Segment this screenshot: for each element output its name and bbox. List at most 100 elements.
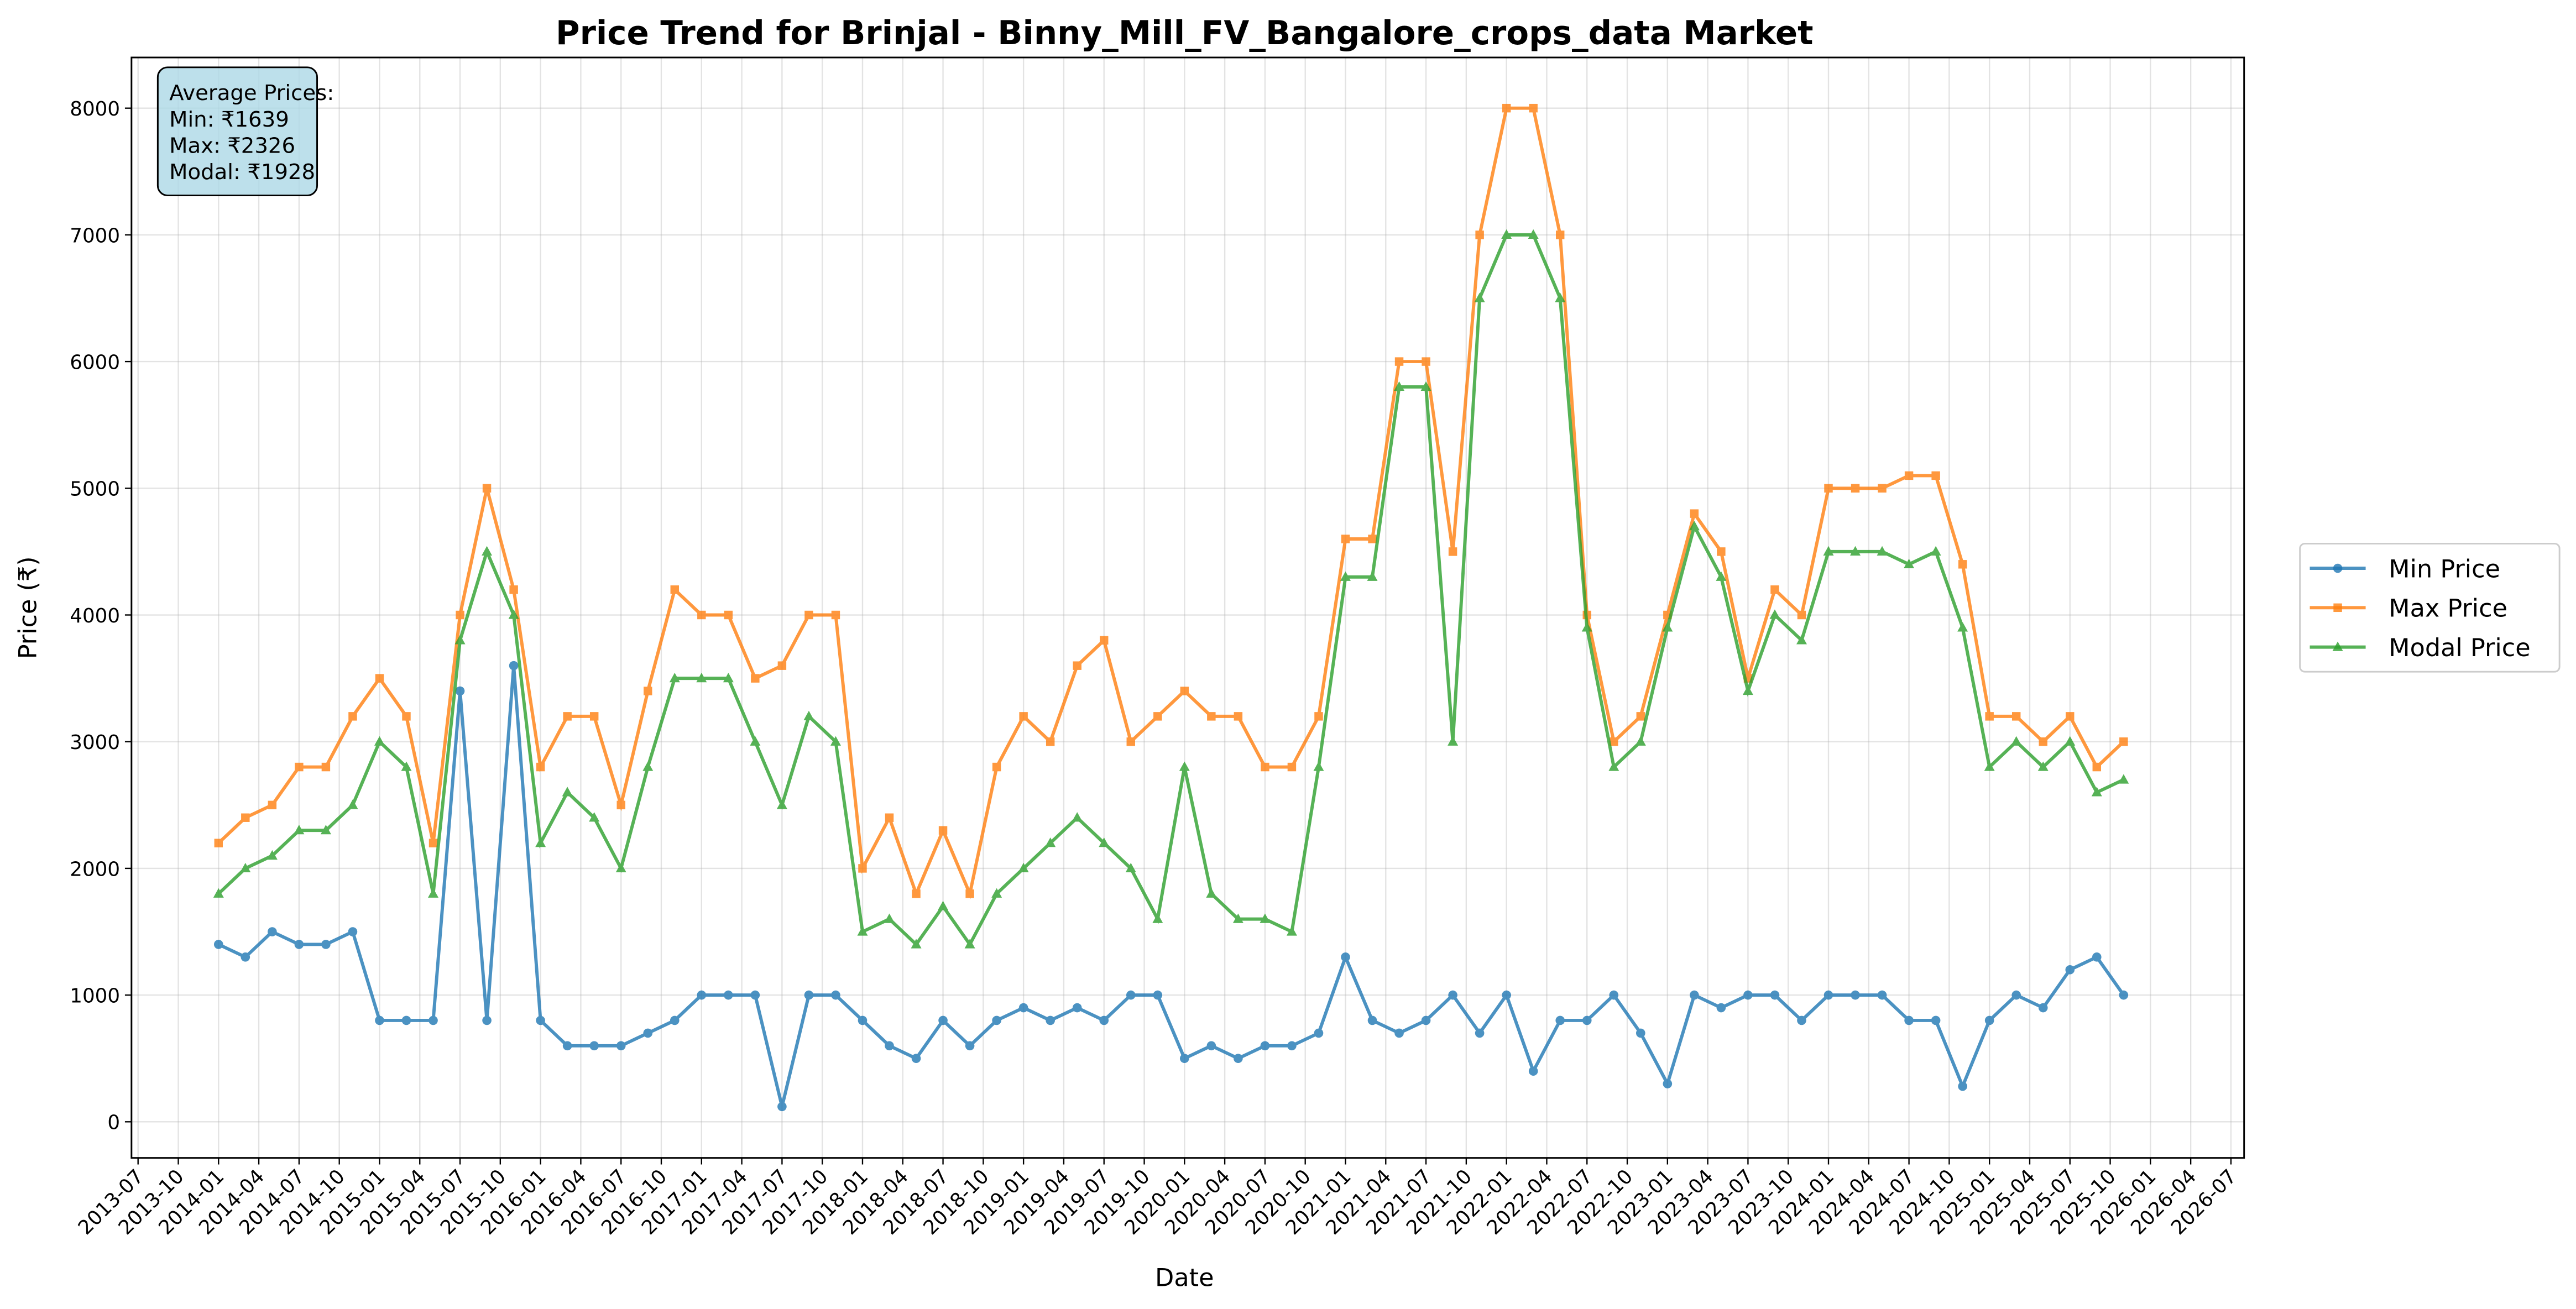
marker bbox=[776, 799, 787, 809]
y-tick-label: 5000 bbox=[70, 478, 120, 501]
marker bbox=[1314, 1028, 1324, 1038]
marker bbox=[2038, 1003, 2048, 1013]
marker bbox=[1904, 1015, 1914, 1025]
marker bbox=[1422, 357, 1430, 366]
marker bbox=[2037, 761, 2049, 771]
marker bbox=[1636, 712, 1645, 721]
marker bbox=[911, 1054, 921, 1064]
y-tick-label: 8000 bbox=[70, 98, 120, 121]
marker bbox=[2092, 952, 2102, 962]
marker bbox=[1823, 990, 1833, 1000]
marker bbox=[2066, 712, 2075, 721]
marker bbox=[777, 661, 787, 670]
marker bbox=[1824, 484, 1833, 493]
marker bbox=[1474, 292, 1485, 302]
marker bbox=[1368, 535, 1377, 543]
marker bbox=[589, 812, 600, 822]
marker bbox=[1234, 712, 1243, 721]
marker bbox=[1878, 484, 1887, 493]
marker bbox=[1475, 231, 1484, 239]
marker bbox=[535, 837, 546, 847]
marker bbox=[2011, 712, 2021, 721]
marker bbox=[1904, 558, 1915, 568]
marker bbox=[1153, 712, 1162, 721]
marker bbox=[374, 736, 385, 746]
marker bbox=[1984, 1015, 1994, 1025]
marker bbox=[509, 585, 518, 594]
marker bbox=[1635, 736, 1646, 746]
marker bbox=[1179, 1054, 1189, 1064]
marker bbox=[1153, 990, 1163, 1000]
marker bbox=[1502, 103, 1511, 113]
marker bbox=[777, 1102, 787, 1112]
marker bbox=[670, 1015, 680, 1025]
marker bbox=[482, 484, 492, 493]
marker bbox=[482, 1015, 492, 1025]
marker bbox=[750, 990, 760, 1000]
marker bbox=[1957, 622, 1968, 632]
legend-label: Max Price bbox=[2389, 594, 2507, 623]
marker bbox=[268, 800, 277, 810]
marker bbox=[964, 939, 975, 949]
marker bbox=[885, 1041, 894, 1051]
marker bbox=[348, 712, 357, 721]
marker bbox=[911, 939, 922, 949]
marker bbox=[320, 825, 331, 835]
marker bbox=[2119, 737, 2128, 746]
marker bbox=[1287, 1041, 1297, 1051]
marker bbox=[1796, 635, 1807, 645]
marker bbox=[1126, 737, 1135, 746]
marker bbox=[1099, 1015, 1109, 1025]
marker bbox=[428, 888, 439, 898]
series-line bbox=[217, 233, 2125, 948]
marker bbox=[1232, 913, 1243, 923]
plot-lines bbox=[213, 103, 2129, 1112]
marker bbox=[2011, 736, 2022, 746]
marker bbox=[1930, 546, 1941, 556]
marker bbox=[241, 813, 250, 822]
marker bbox=[644, 687, 652, 695]
marker bbox=[1850, 546, 1861, 556]
marker bbox=[643, 1028, 653, 1038]
marker bbox=[1501, 229, 1512, 239]
marker bbox=[1019, 712, 1028, 721]
marker bbox=[1046, 1015, 1055, 1025]
marker bbox=[1851, 990, 1860, 1000]
marker bbox=[965, 889, 974, 898]
marker bbox=[2333, 603, 2342, 612]
marker bbox=[670, 585, 679, 594]
x-axis-label: Date bbox=[1155, 1263, 1214, 1292]
marker bbox=[563, 712, 572, 721]
marker bbox=[912, 889, 921, 898]
marker bbox=[1179, 761, 1190, 771]
chart-title: Price Trend for Brinjal - Binny_Mill_FV_… bbox=[556, 14, 1814, 53]
marker bbox=[1717, 547, 1726, 556]
marker bbox=[536, 1015, 545, 1025]
y-tick-label: 3000 bbox=[70, 731, 120, 754]
marker bbox=[991, 888, 1002, 898]
marker bbox=[1555, 1015, 1565, 1025]
annotation-line: Min: ₹1639 bbox=[169, 107, 289, 132]
marker bbox=[642, 761, 654, 771]
marker bbox=[1877, 990, 1887, 1000]
y-tick-label: 2000 bbox=[70, 858, 120, 881]
marker bbox=[1286, 926, 1297, 936]
marker bbox=[1341, 535, 1350, 543]
marker bbox=[1931, 471, 1940, 480]
marker bbox=[724, 610, 733, 620]
marker bbox=[858, 1015, 868, 1025]
annotation-line: Average Prices: bbox=[169, 81, 334, 106]
marker bbox=[2118, 774, 2129, 784]
legend: Min Price Max Price Modal Price bbox=[2299, 542, 2561, 673]
marker bbox=[804, 610, 813, 620]
marker bbox=[1662, 622, 1673, 632]
marker bbox=[1260, 913, 1271, 923]
y-tick-label: 4000 bbox=[70, 605, 120, 627]
marker bbox=[1851, 484, 1860, 493]
marker bbox=[589, 1041, 599, 1051]
marker bbox=[1958, 560, 1967, 569]
marker bbox=[751, 674, 760, 683]
legend-label: Modal Price bbox=[2389, 633, 2530, 662]
marker bbox=[1555, 292, 1566, 302]
